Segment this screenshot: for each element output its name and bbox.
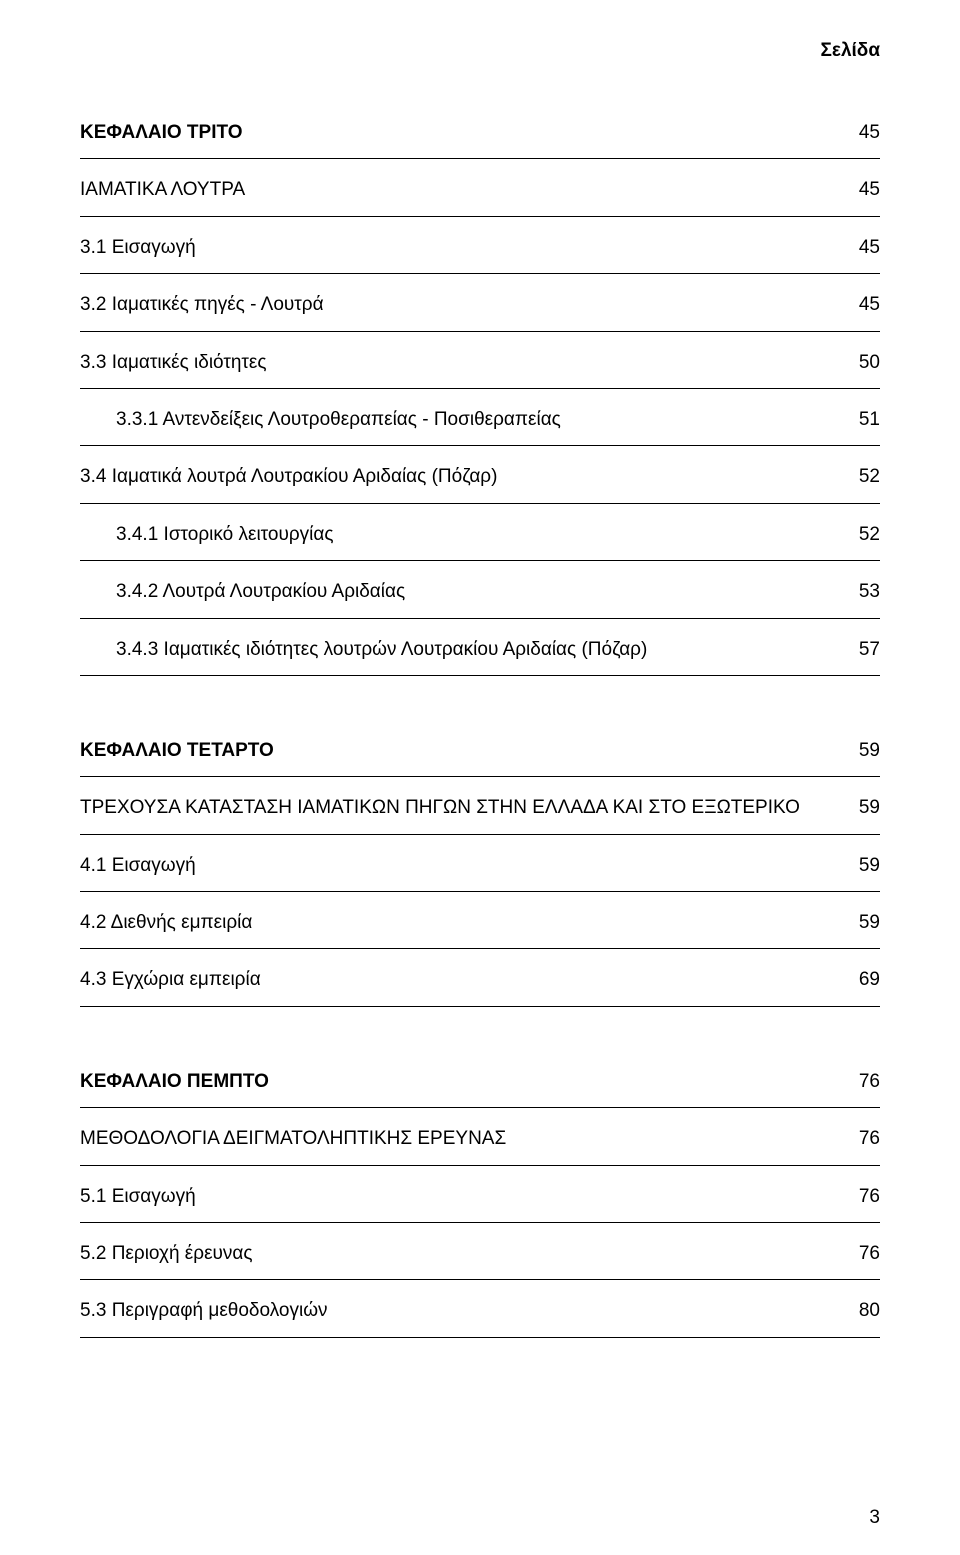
toc-row-page: 76 (840, 1128, 880, 1150)
toc-row: 4.1 Εισαγωγή59 (80, 835, 880, 892)
toc-row-title: 5.3 Περιγραφή μεθοδολογιών (80, 1296, 840, 1326)
toc-row-page: 69 (840, 969, 880, 991)
toc-row-title: 4.2 Διεθνής εμπειρία (80, 908, 840, 938)
toc-row-page: 45 (840, 294, 880, 316)
toc-row-page: 45 (840, 237, 880, 259)
toc-row: ΚΕΦΑΛΑΙΟ ΤΕΤΑΡΤΟ59 (80, 720, 880, 777)
toc-row: 5.2 Περιοχή έρευνας76 (80, 1223, 880, 1280)
page: Σελίδα ΚΕΦΑΛΑΙΟ ΤΡΙΤΟ45ΙΑΜΑΤΙΚΑ ΛΟΥΤΡΑ45… (0, 0, 960, 1555)
toc-row-page: 52 (840, 466, 880, 488)
toc-block: ΚΕΦΑΛΑΙΟ ΤΡΙΤΟ45ΙΑΜΑΤΙΚΑ ΛΟΥΤΡΑ453.1 Εισ… (80, 102, 880, 676)
toc-row-title: 5.1 Εισαγωγή (80, 1182, 840, 1212)
toc-row-title: ΙΑΜΑΤΙΚΑ ΛΟΥΤΡΑ (80, 175, 840, 205)
toc-block: ΚΕΦΑΛΑΙΟ ΠΕΜΠΤΟ76ΜΕΘΟΔΟΛΟΓΙΑ ΔΕΙΓΜΑΤΟΛΗΠ… (80, 1051, 880, 1338)
toc-row-page: 50 (840, 352, 880, 374)
toc-row: 3.3.1 Αντενδείξεις Λουτροθεραπείας - Ποσ… (80, 389, 880, 446)
toc-row: ΚΕΦΑΛΑΙΟ ΠΕΜΠΤΟ76 (80, 1051, 880, 1108)
toc-row-title: ΜΕΘΟΔΟΛΟΓΙΑ ΔΕΙΓΜΑΤΟΛΗΠΤΙΚΗΣ ΕΡΕΥΝΑΣ (80, 1124, 840, 1154)
toc-row-title: 3.4 Ιαματικά λουτρά Λουτρακίου Αριδαίας … (80, 462, 840, 492)
toc-row-page: 80 (840, 1300, 880, 1322)
toc-row: 3.1 Εισαγωγή45 (80, 217, 880, 274)
toc-row-title: 4.1 Εισαγωγή (80, 851, 840, 881)
toc-row-title: ΚΕΦΑΛΑΙΟ ΠΕΜΠΤΟ (80, 1067, 840, 1097)
toc-row-page: 52 (840, 524, 880, 546)
table-of-contents: ΚΕΦΑΛΑΙΟ ΤΡΙΤΟ45ΙΑΜΑΤΙΚΑ ΛΟΥΤΡΑ453.1 Εισ… (80, 102, 880, 1338)
toc-row: ΜΕΘΟΔΟΛΟΓΙΑ ΔΕΙΓΜΑΤΟΛΗΠΤΙΚΗΣ ΕΡΕΥΝΑΣ76 (80, 1108, 880, 1165)
toc-row-title: 3.4.1 Ιστορικό λειτουργίας (80, 520, 840, 550)
toc-row-title: 5.2 Περιοχή έρευνας (80, 1239, 840, 1269)
toc-row: 3.2 Ιαματικές πηγές - Λουτρά45 (80, 274, 880, 331)
toc-row: 3.4.2 Λουτρά Λουτρακίου Αριδαίας53 (80, 561, 880, 618)
toc-row: 3.4.3 Ιαματικές ιδιότητες λουτρών Λουτρα… (80, 619, 880, 676)
toc-block: ΚΕΦΑΛΑΙΟ ΤΕΤΑΡΤΟ59ΤΡΕΧΟΥΣΑ ΚΑΤΑΣΤΑΣΗ ΙΑΜ… (80, 720, 880, 1007)
toc-row-page: 45 (840, 122, 880, 144)
toc-row-title: ΚΕΦΑΛΑΙΟ ΤΡΙΤΟ (80, 118, 840, 148)
toc-row-title: 3.2 Ιαματικές πηγές - Λουτρά (80, 290, 840, 320)
toc-row-page: 59 (840, 912, 880, 934)
toc-row-title: 3.4.3 Ιαματικές ιδιότητες λουτρών Λουτρα… (80, 635, 840, 665)
toc-row: 4.3 Εγχώρια εμπειρία69 (80, 949, 880, 1006)
toc-row: 5.1 Εισαγωγή76 (80, 1166, 880, 1223)
toc-row: 3.4 Ιαματικά λουτρά Λουτρακίου Αριδαίας … (80, 446, 880, 503)
toc-row: 4.2 Διεθνής εμπειρία59 (80, 892, 880, 949)
toc-row-page: 45 (840, 179, 880, 201)
toc-row: 3.3 Ιαματικές ιδιότητες50 (80, 332, 880, 389)
toc-row-page: 51 (840, 409, 880, 431)
toc-row-page: 59 (840, 740, 880, 762)
toc-row-page: 59 (840, 797, 880, 819)
toc-row-page: 57 (840, 639, 880, 661)
toc-row-title: 3.3 Ιαματικές ιδιότητες (80, 348, 840, 378)
toc-row: 5.3 Περιγραφή μεθοδολογιών80 (80, 1280, 880, 1337)
toc-row-page: 76 (840, 1071, 880, 1093)
page-column-header: Σελίδα (80, 40, 880, 62)
toc-row: ΤΡΕΧΟΥΣΑ ΚΑΤΑΣΤΑΣΗ ΙΑΜΑΤΙΚΩΝ ΠΗΓΩΝ ΣΤΗΝ … (80, 777, 880, 834)
toc-row-title: 4.3 Εγχώρια εμπειρία (80, 965, 840, 995)
toc-row: ΙΑΜΑΤΙΚΑ ΛΟΥΤΡΑ45 (80, 159, 880, 216)
toc-row: 3.4.1 Ιστορικό λειτουργίας52 (80, 504, 880, 561)
toc-row-title: 3.1 Εισαγωγή (80, 233, 840, 263)
page-number: 3 (869, 1507, 880, 1529)
toc-row-title: 3.3.1 Αντενδείξεις Λουτροθεραπείας - Ποσ… (80, 405, 840, 435)
toc-row-page: 53 (840, 581, 880, 603)
toc-row-title: 3.4.2 Λουτρά Λουτρακίου Αριδαίας (80, 577, 840, 607)
toc-row-page: 76 (840, 1243, 880, 1265)
toc-row-title: ΤΡΕΧΟΥΣΑ ΚΑΤΑΣΤΑΣΗ ΙΑΜΑΤΙΚΩΝ ΠΗΓΩΝ ΣΤΗΝ … (80, 793, 840, 823)
toc-row-page: 76 (840, 1186, 880, 1208)
toc-row-page: 59 (840, 855, 880, 877)
toc-row: ΚΕΦΑΛΑΙΟ ΤΡΙΤΟ45 (80, 102, 880, 159)
toc-row-title: ΚΕΦΑΛΑΙΟ ΤΕΤΑΡΤΟ (80, 736, 840, 766)
